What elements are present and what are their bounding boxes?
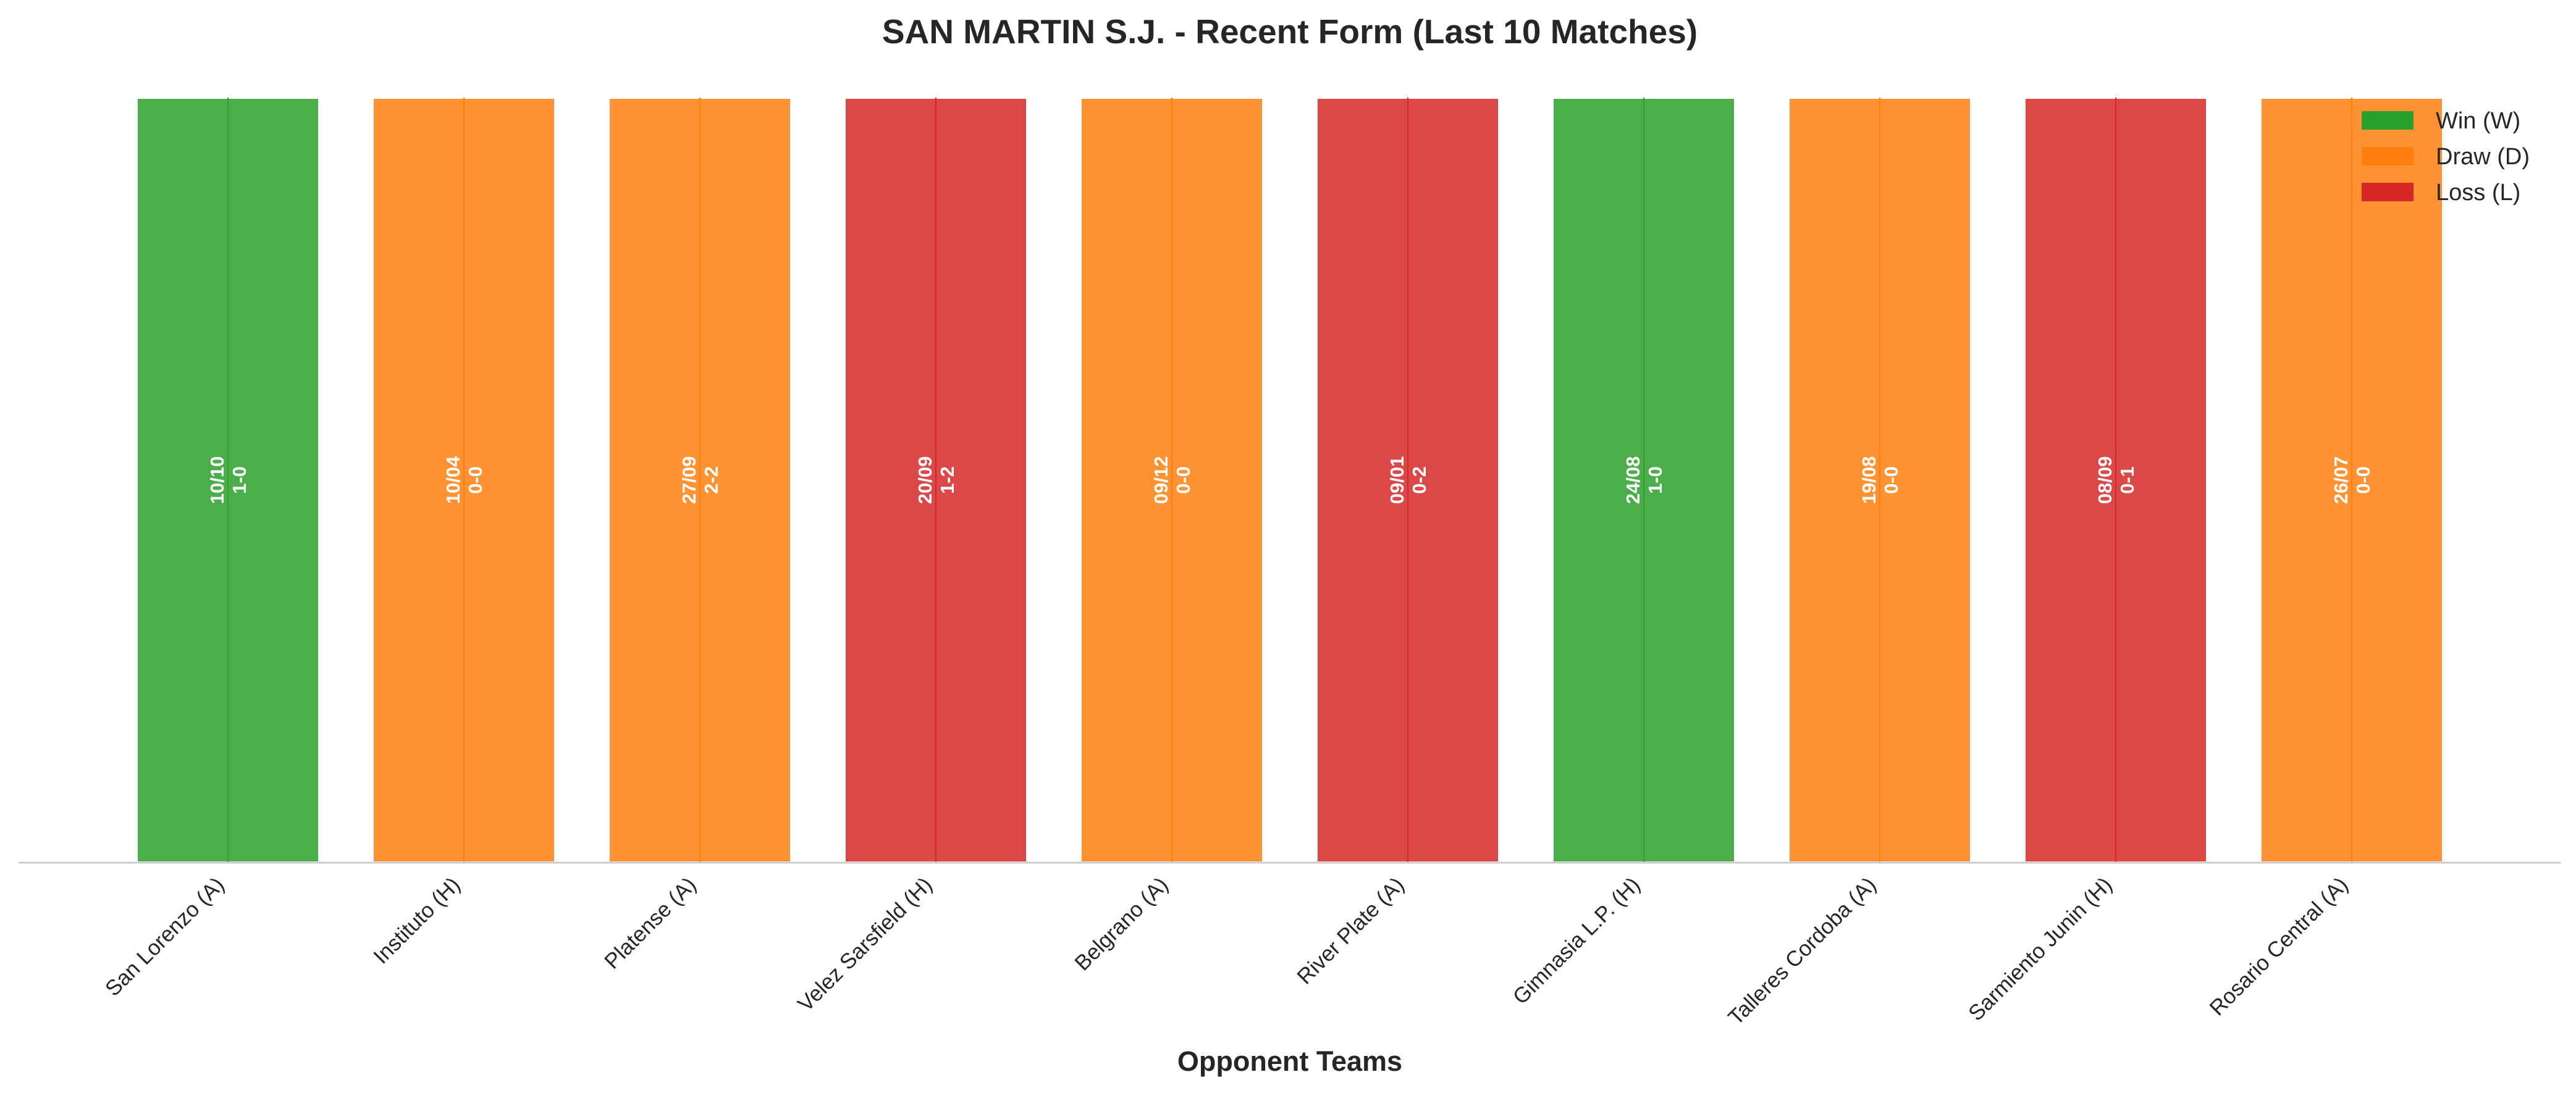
- bar-label-10: 26/070-0: [2330, 456, 2374, 505]
- bar-label-2: 10/040-0: [442, 456, 486, 504]
- bar-label-5: 09/120-0: [1150, 456, 1194, 505]
- match-date: 09/12: [1150, 456, 1172, 505]
- match-score: 1-0: [229, 466, 250, 494]
- match-score: 0-0: [465, 466, 486, 494]
- match-score: 0-0: [1880, 466, 1902, 494]
- legend-label-l: Loss (L): [2436, 180, 2520, 206]
- match-score: 0-2: [1408, 466, 1430, 494]
- bars-layer: 10/101-0 10/040-0 27/092-2 20/091-2 09/120-0…: [135, 96, 2444, 864]
- match-score: 0-0: [2352, 466, 2374, 494]
- bar-label-1: 10/101-0: [206, 456, 250, 505]
- x-tick-label-6: River Plate (A): [1292, 873, 1408, 989]
- legend-swatch-l: [2362, 183, 2414, 201]
- x-tick-label-3: Platense (A): [600, 873, 701, 974]
- x-tick-label-10: Rosario Central (A): [2205, 873, 2352, 1020]
- match-score: 0-1: [2116, 466, 2138, 494]
- match-score: 1-2: [937, 466, 958, 494]
- match-date: 09/01: [1386, 456, 1408, 505]
- legend-swatch-w: [2362, 111, 2414, 130]
- match-date: 27/09: [678, 456, 700, 505]
- legend: Win (W) Draw (D) Loss (L): [2362, 108, 2530, 206]
- x-tick-label-9: Sarmiento Junin (H): [1964, 873, 2117, 1026]
- bar-label-6: 09/010-2: [1386, 456, 1430, 505]
- bar-label-4: 20/091-2: [914, 456, 958, 505]
- x-tick-label-5: Belgrano (A): [1070, 873, 1173, 976]
- x-tick-label-1: San Lorenzo (A): [101, 873, 229, 1001]
- match-date: 08/09: [2094, 456, 2116, 505]
- bar-label-8: 19/080-0: [1858, 456, 1902, 505]
- bar-label-3: 27/092-2: [678, 456, 722, 505]
- x-axis-label: Opponent Teams: [1177, 1045, 1402, 1077]
- legend-label-d: Draw (D): [2436, 144, 2530, 170]
- chart-title: SAN MARTIN S.J. - Recent Form (Last 10 M…: [882, 12, 1698, 51]
- match-date: 19/08: [1858, 456, 1880, 505]
- x-tick-label-4: Velez Sarsfield (H): [793, 873, 937, 1016]
- x-tick-label-7: Gimnasia L.P. (H): [1509, 873, 1645, 1009]
- bar-label-9: 08/090-1: [2094, 456, 2138, 505]
- match-date: 10/04: [442, 456, 464, 504]
- x-tick-label-8: Talleres Cordoba (A): [1724, 873, 1881, 1030]
- legend-label-w: Win (W): [2436, 108, 2520, 134]
- bar-label-7: 24/081-0: [1622, 456, 1666, 505]
- match-date: 26/07: [2330, 456, 2352, 505]
- match-date: 20/09: [914, 456, 936, 505]
- legend-swatch-d: [2362, 147, 2414, 165]
- match-score: 2-2: [701, 466, 722, 494]
- match-date: 10/10: [206, 456, 228, 505]
- x-tick-labels: San Lorenzo (A) Instituto (H) Platense (A)…: [101, 873, 2353, 1030]
- x-tick-label-2: Instituto (H): [369, 873, 465, 968]
- match-date: 24/08: [1622, 456, 1644, 505]
- match-score: 1-0: [1644, 466, 1666, 494]
- match-score: 0-0: [1172, 466, 1194, 494]
